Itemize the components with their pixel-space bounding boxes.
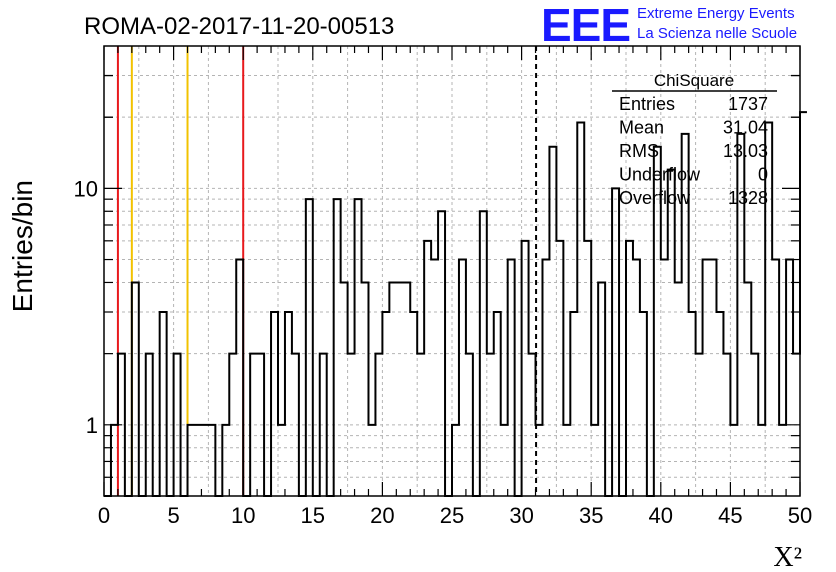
y-axis-label: Entries/bin bbox=[7, 180, 38, 312]
x-tick-label: 10 bbox=[231, 503, 255, 528]
x-tick-label: 30 bbox=[509, 503, 533, 528]
stats-title: ChiSquare bbox=[654, 71, 734, 90]
run-title: ROMA-02-2017-11-20-00513 bbox=[84, 13, 394, 40]
x-tick-label: 40 bbox=[649, 503, 673, 528]
stats-label: Overflow bbox=[619, 188, 691, 208]
y-tick-label: 10 bbox=[74, 176, 98, 201]
eee-logo: EEE bbox=[541, 0, 630, 51]
x-tick-label: 25 bbox=[440, 503, 464, 528]
x-tick-label: 50 bbox=[788, 503, 812, 528]
x-tick-label: 35 bbox=[579, 503, 603, 528]
x-tick-label: 15 bbox=[301, 503, 325, 528]
stats-value: 1737 bbox=[728, 94, 768, 114]
x-tick-label: 20 bbox=[370, 503, 394, 528]
stats-value: 1328 bbox=[728, 188, 768, 208]
stats-label: RMS bbox=[619, 141, 659, 161]
axis-ticks bbox=[103, 46, 801, 496]
stats-label: Mean bbox=[619, 118, 664, 138]
stats-value: 0 bbox=[758, 165, 768, 185]
y-tick-label: 1 bbox=[86, 413, 98, 438]
stats-box: ChiSquare Entries 1737 Mean 31.04 RMS 13.03 Un… bbox=[612, 71, 777, 208]
x-axis-label: X² bbox=[773, 542, 802, 572]
histogram-series bbox=[104, 111, 807, 497]
logo-subtitle-2: La Scienza nelle Scuole bbox=[637, 25, 797, 42]
x-tick-label: 45 bbox=[718, 503, 742, 528]
y-tick-labels: 1 10 bbox=[74, 176, 98, 437]
stats-label: Underflow bbox=[619, 165, 701, 185]
x-tick-label: 5 bbox=[167, 503, 179, 528]
stats-value: 31.04 bbox=[723, 118, 768, 138]
logo-subtitle-1: Extreme Energy Events bbox=[637, 5, 795, 22]
x-tick-labels: 0 5 10 15 20 25 30 35 40 45 50 bbox=[98, 503, 812, 528]
x-tick-label: 0 bbox=[98, 503, 110, 528]
stats-label: Entries bbox=[619, 94, 675, 114]
stats-value: 13.03 bbox=[723, 141, 768, 161]
